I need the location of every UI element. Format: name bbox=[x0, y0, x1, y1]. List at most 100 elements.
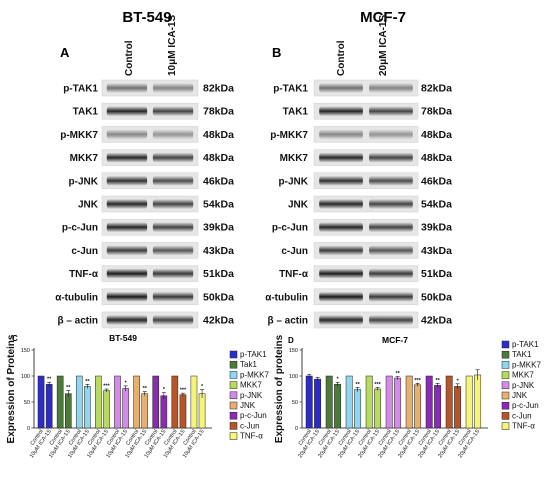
blot-band-control bbox=[319, 268, 363, 279]
significance-mark: ** bbox=[47, 377, 52, 383]
blot-row-label: TNF-α bbox=[279, 269, 309, 280]
legend-swatch bbox=[229, 391, 238, 400]
blot-band-treated bbox=[369, 222, 413, 233]
bar-control bbox=[465, 375, 473, 429]
blot-row-label: β – actin bbox=[57, 316, 98, 327]
blot-band-treated bbox=[369, 152, 413, 163]
blot-row-label: TAK1 bbox=[73, 107, 99, 118]
blot-band-treated bbox=[369, 315, 413, 325]
blot-band-control bbox=[106, 222, 148, 233]
bar-treated bbox=[414, 384, 422, 429]
significance-mark: *** bbox=[180, 388, 187, 394]
chart-ytick-label: 50 bbox=[292, 400, 298, 406]
blot-row-label: p-c-Jun bbox=[272, 223, 308, 234]
blot-band-treated bbox=[152, 83, 194, 93]
legend-swatch bbox=[501, 371, 510, 379]
legend-label: p-MKK7 bbox=[512, 360, 541, 369]
bar-treated bbox=[434, 385, 442, 429]
significance-mark: ** bbox=[435, 378, 440, 384]
bar-control bbox=[405, 375, 413, 429]
legend-label: p-JNK bbox=[512, 381, 535, 390]
chart-title: MCF-7 bbox=[382, 335, 408, 345]
bar-control bbox=[190, 375, 198, 429]
legend-label: MKK7 bbox=[512, 371, 534, 380]
blot-band-control bbox=[106, 199, 148, 209]
legend-swatch bbox=[501, 412, 510, 420]
bar-control bbox=[171, 375, 179, 429]
blot-row-kda: 82kDa bbox=[203, 83, 234, 95]
panel-letter-b: B bbox=[272, 45, 281, 60]
blot-band-treated bbox=[369, 175, 413, 186]
bar-treated bbox=[314, 378, 322, 429]
blot-row-kda: 51kDa bbox=[203, 268, 234, 280]
legend-label: TNF-α bbox=[240, 432, 263, 441]
blot-band-treated bbox=[152, 291, 194, 302]
chart-title: BT-549 bbox=[109, 333, 137, 343]
chart-letter: D bbox=[288, 336, 294, 345]
blot-row-label: MKK7 bbox=[280, 153, 309, 164]
bar-control bbox=[365, 375, 373, 429]
bar-treated bbox=[45, 384, 53, 429]
blot-col-right-treated: 20μM ICA-1S bbox=[378, 15, 389, 76]
blot-row-label: p-JNK bbox=[69, 176, 99, 187]
blot-band-treated bbox=[152, 106, 194, 117]
blot-row-kda: 42kDa bbox=[421, 315, 452, 327]
legend-swatch bbox=[229, 360, 238, 369]
significance-mark: ** bbox=[395, 371, 400, 377]
blot-row-kda: 42kDa bbox=[203, 315, 234, 327]
blot-band-treated bbox=[369, 106, 413, 117]
significance-mark: ** bbox=[66, 385, 71, 391]
blot-band-treated bbox=[152, 152, 194, 163]
blot-row-kda: 78kDa bbox=[421, 106, 452, 118]
significance-mark: * bbox=[163, 387, 166, 393]
blot-band-control bbox=[106, 175, 148, 186]
bar-control bbox=[152, 375, 160, 429]
blot-row-kda: 46kDa bbox=[203, 175, 234, 187]
bar-treated bbox=[103, 390, 110, 429]
legend-swatch bbox=[229, 401, 238, 410]
legend-swatch bbox=[229, 371, 238, 379]
legend-swatch bbox=[501, 391, 510, 400]
blot-band-control bbox=[319, 291, 363, 302]
blot-row-label: p-TAK1 bbox=[273, 84, 308, 95]
chart-ytick-label: 0 bbox=[295, 426, 298, 432]
significance-mark: *** bbox=[374, 382, 381, 388]
chart-letter: C bbox=[12, 334, 18, 343]
blot-row-kda: 46kDa bbox=[421, 175, 452, 187]
legend-label: p-MKK7 bbox=[240, 370, 269, 379]
legend-swatch bbox=[229, 411, 238, 420]
blot-col-left-treated: 10μM ICA-1S bbox=[167, 15, 178, 76]
blot-col-left-control: Control bbox=[124, 40, 135, 76]
legend-swatch bbox=[501, 401, 510, 410]
blot-row-kda: 48kDa bbox=[421, 129, 452, 141]
legend-label: JNK bbox=[512, 391, 528, 400]
significance-mark: *** bbox=[103, 384, 110, 390]
legend-label: p-TAK1 bbox=[240, 350, 267, 359]
blot-band-control bbox=[319, 245, 363, 256]
bar-control bbox=[385, 375, 393, 429]
blot-row-kda: 54kDa bbox=[203, 199, 234, 211]
chart-ytick-label: 50 bbox=[24, 400, 30, 406]
bar-control bbox=[56, 375, 64, 429]
blot-band-control bbox=[319, 129, 363, 140]
legend-label: TAK1 bbox=[512, 350, 532, 359]
blot-row-label: β – actin bbox=[267, 316, 308, 327]
blot-band-treated bbox=[369, 268, 413, 279]
blot-row-label: α-tubulin bbox=[55, 292, 98, 303]
blot-title-right: MCF-7 bbox=[360, 9, 406, 26]
legend-label: TNF-α bbox=[512, 422, 535, 431]
blot-band-treated bbox=[369, 199, 413, 209]
blot-row-label: p-TAK1 bbox=[63, 84, 98, 95]
bar-treated bbox=[160, 395, 168, 429]
blot-band-treated bbox=[152, 268, 194, 279]
legend-swatch bbox=[501, 340, 510, 349]
blot-band-control bbox=[319, 106, 363, 117]
blot-band-treated bbox=[369, 245, 413, 256]
blot-row-kda: 39kDa bbox=[421, 222, 452, 234]
bar-treated bbox=[198, 393, 206, 429]
significance-mark: ** bbox=[355, 382, 360, 388]
blot-band-treated bbox=[152, 199, 194, 209]
